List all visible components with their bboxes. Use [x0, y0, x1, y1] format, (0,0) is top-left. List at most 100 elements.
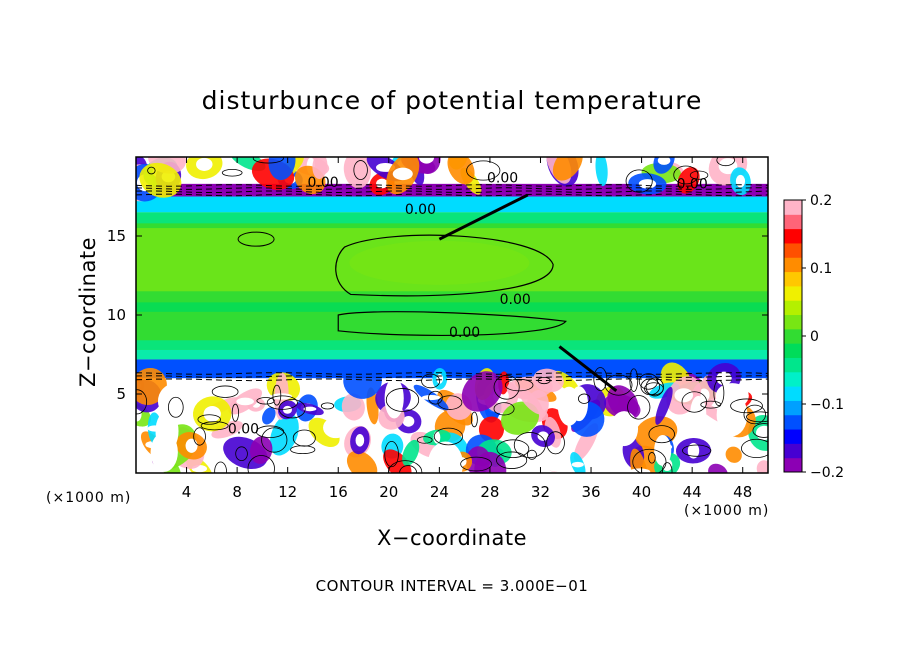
upper-blob-core [718, 158, 738, 175]
contour-squiggle [167, 396, 184, 418]
x-tick-label: 40 [632, 483, 651, 501]
lower-blob-core [185, 438, 198, 453]
lower-blob-core [270, 393, 293, 400]
x-axis: 4 8 12 16 20 24 28 32 36 40 44 48 [182, 157, 752, 501]
lower-blob [607, 385, 639, 419]
colorbar-swatch [784, 371, 802, 387]
upper-blob [447, 157, 475, 185]
contour-squiggle [526, 449, 537, 460]
contour-squiggle [593, 367, 608, 391]
colorbar-swatch [784, 343, 802, 358]
colorbar-swatch [784, 271, 802, 287]
contour-squiggle [266, 395, 298, 410]
contour-squiggle [645, 377, 664, 397]
contour-streak [438, 193, 529, 241]
upper-blob-core [638, 179, 657, 189]
y-tick-label: 15 [107, 227, 126, 245]
colorbar-swatch [784, 386, 802, 401]
contour-squiggle [252, 157, 284, 164]
lower-blob-core [203, 405, 221, 422]
upper-blob [552, 157, 583, 181]
contour-small [237, 231, 275, 247]
colorbar-swatch [784, 357, 802, 373]
contour-label: 0.00 [487, 170, 518, 186]
colorbar-tick-label: −0.1 [810, 397, 844, 413]
colorbar-tick-label: −0.2 [810, 465, 844, 481]
contour-squiggle [504, 378, 534, 392]
upper-blob [595, 157, 608, 187]
x-tick-label: 32 [531, 483, 550, 501]
upper-blob [677, 167, 700, 194]
contour-squiggle [211, 385, 239, 398]
upper-blob-core [196, 157, 213, 171]
contour-squiggle [746, 411, 768, 423]
contour-squiggle [537, 376, 551, 385]
contour-streak [558, 345, 618, 393]
contour-squiggle [221, 169, 243, 177]
dashed-contour [136, 190, 768, 193]
colorbar-tick-label: 0.1 [810, 261, 832, 277]
colorbar-swatch [784, 400, 802, 416]
lower-blob [211, 420, 243, 439]
contour-squiggle [290, 445, 316, 455]
lower-blob-core [402, 415, 415, 427]
colorbar: 0.2 0.1 0 −0.1 −0.2 [783, 193, 844, 481]
white-patch [610, 411, 639, 447]
contour-lines [136, 157, 768, 473]
contour-squiggle [353, 160, 368, 180]
x-tick-label: 48 [733, 483, 752, 501]
upper-blob-core [392, 167, 413, 181]
contour-squiggle [320, 402, 335, 410]
chart-title: disturbunce of potential temperature [201, 86, 703, 115]
contour-squiggle [231, 403, 240, 422]
colorbar-tick-label: 0.2 [810, 193, 832, 209]
white-patch [150, 432, 178, 472]
lower-blob-core [236, 397, 254, 406]
lower-blob-core [674, 388, 694, 403]
contour-squiggle [247, 455, 275, 473]
x-tick-label: 8 [232, 483, 242, 501]
upper-blob [312, 157, 328, 179]
colorbar-swatch [784, 429, 802, 444]
contour-squiggle [384, 440, 399, 468]
lower-blob-core [571, 461, 584, 468]
lower-blob [383, 449, 412, 473]
lower-blob-core [303, 406, 317, 412]
contour-label: 0.00 [228, 422, 259, 438]
contour-squiggle [741, 438, 768, 458]
contour-squiggle [437, 395, 463, 410]
contour-squiggle [193, 427, 206, 446]
y-tick-label: 5 [116, 385, 126, 403]
lower-blob-core [136, 407, 142, 422]
colorbar-swatch [784, 228, 802, 244]
contour-squiggle [632, 448, 667, 473]
contour-label: 0.00 [307, 175, 338, 191]
colorbar-swatch [784, 200, 802, 215]
white-patch [427, 441, 464, 473]
contour-labels: 0.00 0.00 0.00 0.00 0.00 0.00 0.00 [228, 170, 708, 437]
contour-label: 0.00 [500, 292, 531, 308]
upper-blob [343, 157, 372, 189]
contour-squiggle [752, 423, 768, 438]
lower-blob [756, 460, 768, 473]
contour-squiggle [235, 446, 248, 462]
lower-blob [461, 371, 503, 412]
contour-squiggle [261, 427, 288, 453]
lower-blob [501, 401, 540, 435]
lower-blob-core [537, 431, 549, 441]
plot-area [136, 157, 768, 473]
lower-blob-core [355, 434, 365, 447]
white-patch [384, 377, 404, 419]
dashed-contour [136, 184, 768, 187]
band-3 [136, 196, 768, 213]
upper-blob-core [376, 178, 388, 189]
contour-squiggle [421, 373, 441, 389]
contour-squiggle [629, 368, 639, 392]
contour-squiggle [648, 452, 656, 464]
lower-blob-core [716, 371, 732, 386]
lower-blob [262, 407, 276, 425]
x-tick-label: 28 [480, 483, 499, 501]
dashed-contour [136, 372, 768, 375]
colorbar-swatch [784, 257, 802, 273]
dashed-contour [136, 375, 768, 378]
